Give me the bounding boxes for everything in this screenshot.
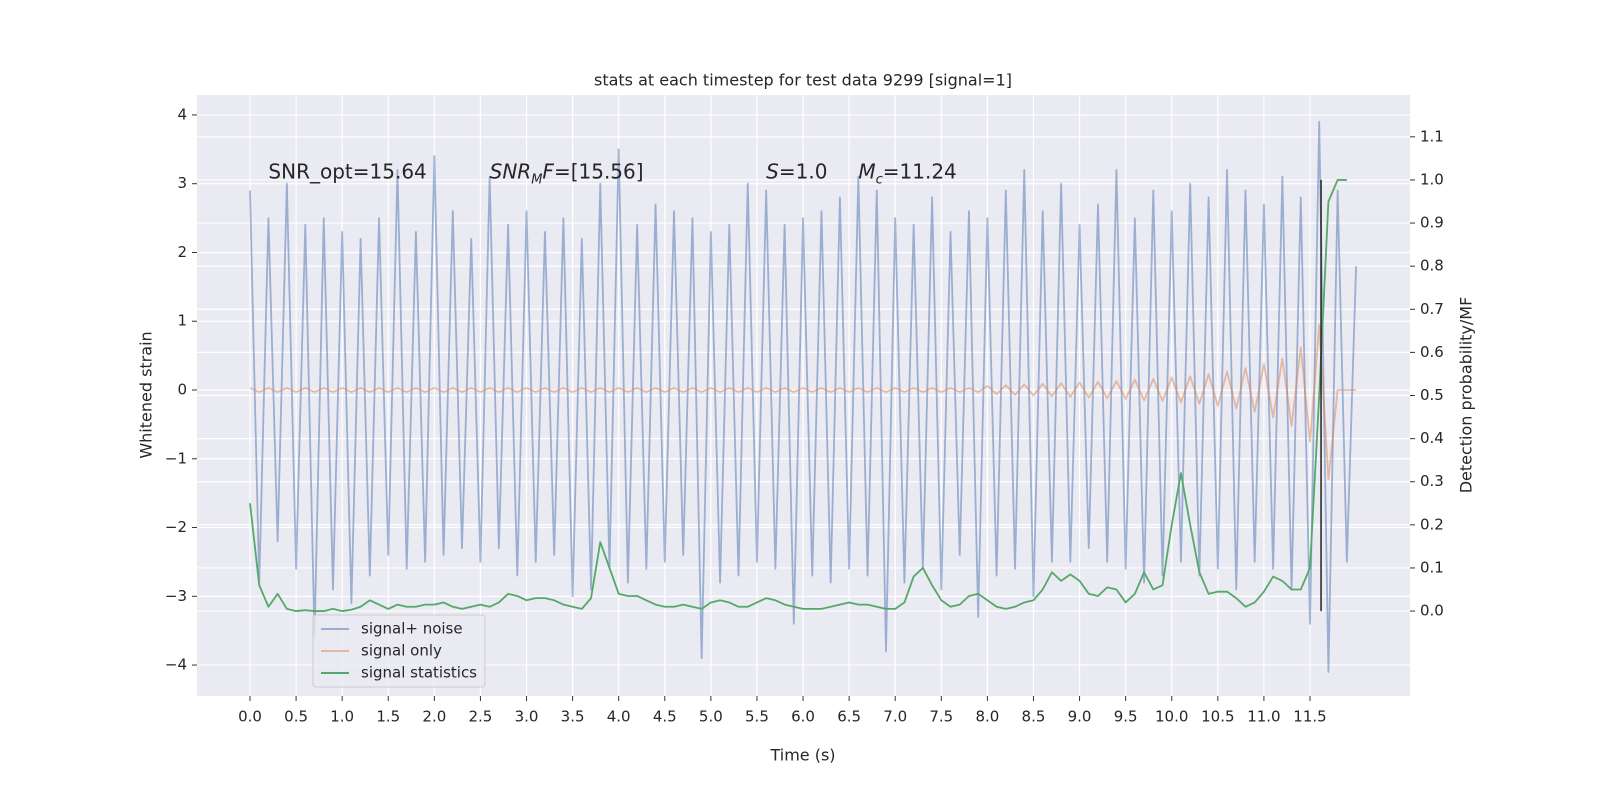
legend-label: signal only (361, 642, 442, 660)
y2-tick-label: 0.2 (1420, 515, 1444, 533)
y2-tick-label: 0.7 (1420, 300, 1444, 318)
x-tick-label: 11.5 (1293, 708, 1326, 726)
annotation-part: =[15.56] (554, 159, 644, 183)
y2-tick-label: 0.9 (1420, 214, 1444, 232)
x-tick-label: 9.0 (1068, 708, 1092, 726)
y-tick-label: −4 (165, 656, 187, 674)
annotation-part: M (858, 159, 875, 183)
x-tick-label: 5.0 (699, 708, 723, 726)
x-tick-label: 2.0 (422, 708, 446, 726)
series-line (249, 120, 1357, 673)
annotation: SNRMF=[15.56] (490, 159, 644, 188)
x-tick-label: 11.0 (1247, 708, 1280, 726)
y-axis-label: Whitened strain (137, 331, 156, 458)
y2-tick-label: 1.1 (1420, 127, 1444, 145)
annotation-part: M (531, 173, 542, 188)
legend-label: signal+ noise (361, 620, 463, 638)
x-tick-label: 0.5 (284, 708, 308, 726)
legend-box (312, 614, 486, 688)
x-tick-label: 3.5 (561, 708, 585, 726)
x-tick-label: 10.5 (1201, 708, 1234, 726)
x-tick-label: 5.5 (745, 708, 769, 726)
annotation-part: S (766, 159, 779, 183)
x-tick-label: 7.0 (883, 708, 907, 726)
chart-title: stats at each timestep for test data 929… (594, 71, 1012, 90)
x-tick-label: 3.0 (515, 708, 539, 726)
y2-tick-label: 0.3 (1420, 472, 1444, 490)
x-tick-label: 2.5 (469, 708, 493, 726)
y-tick-label: −2 (165, 518, 187, 536)
legend-label: signal statistics (361, 664, 477, 682)
annotation: SNR_opt=15.64 (268, 159, 426, 183)
annotation-part: F (542, 159, 554, 183)
x-tick-label: 0.0 (238, 708, 262, 726)
x-tick-label: 10.0 (1155, 708, 1188, 726)
x-tick-label: 1.5 (376, 708, 400, 726)
x-tick-label: 7.5 (929, 708, 953, 726)
annotation-part: c (876, 173, 883, 188)
x-tick-label: 6.5 (837, 708, 861, 726)
x-tick-label: 8.5 (1022, 708, 1046, 726)
annotation-part: SNR_opt=15.64 (268, 159, 426, 183)
series-line (249, 323, 1357, 481)
y2-tick-label: 1.0 (1420, 170, 1444, 188)
annotation-part: =1.0 (779, 159, 828, 183)
y-tick-label: 3 (177, 174, 187, 192)
y2-tick-label: 0.1 (1420, 558, 1444, 576)
y2-axis-label: Detection probability/MF (1457, 297, 1476, 494)
annotation-part: SNR (490, 159, 532, 183)
x-tick-label: 1.0 (330, 708, 354, 726)
y-tick-label: 1 (177, 312, 187, 330)
y-tick-label: 4 (177, 105, 187, 123)
y2-tick-label: 0.5 (1420, 386, 1444, 404)
y-tick-label: 0 (177, 380, 187, 398)
x-tick-label: 9.5 (1114, 708, 1138, 726)
y2-tick-label: 0.6 (1420, 343, 1444, 361)
y-tick-label: −3 (165, 587, 187, 605)
x-tick-label: 4.5 (653, 708, 677, 726)
x-tick-label: 8.0 (975, 708, 999, 726)
series-line (249, 179, 1347, 612)
annotation-part: =11.24 (883, 159, 957, 183)
y-tick-label: −1 (165, 449, 187, 467)
y-tick-label: 2 (177, 243, 187, 261)
y2-tick-label: 0.8 (1420, 257, 1444, 275)
x-axis-label: Time (s) (769, 746, 835, 765)
x-tick-label: 6.0 (791, 708, 815, 726)
x-tick-label: 4.0 (607, 708, 631, 726)
annotation: S=1.0 (766, 159, 827, 183)
annotation: Mc=11.24 (858, 159, 956, 188)
y2-tick-label: 0.4 (1420, 429, 1444, 447)
y2-tick-label: 0.0 (1420, 602, 1444, 620)
